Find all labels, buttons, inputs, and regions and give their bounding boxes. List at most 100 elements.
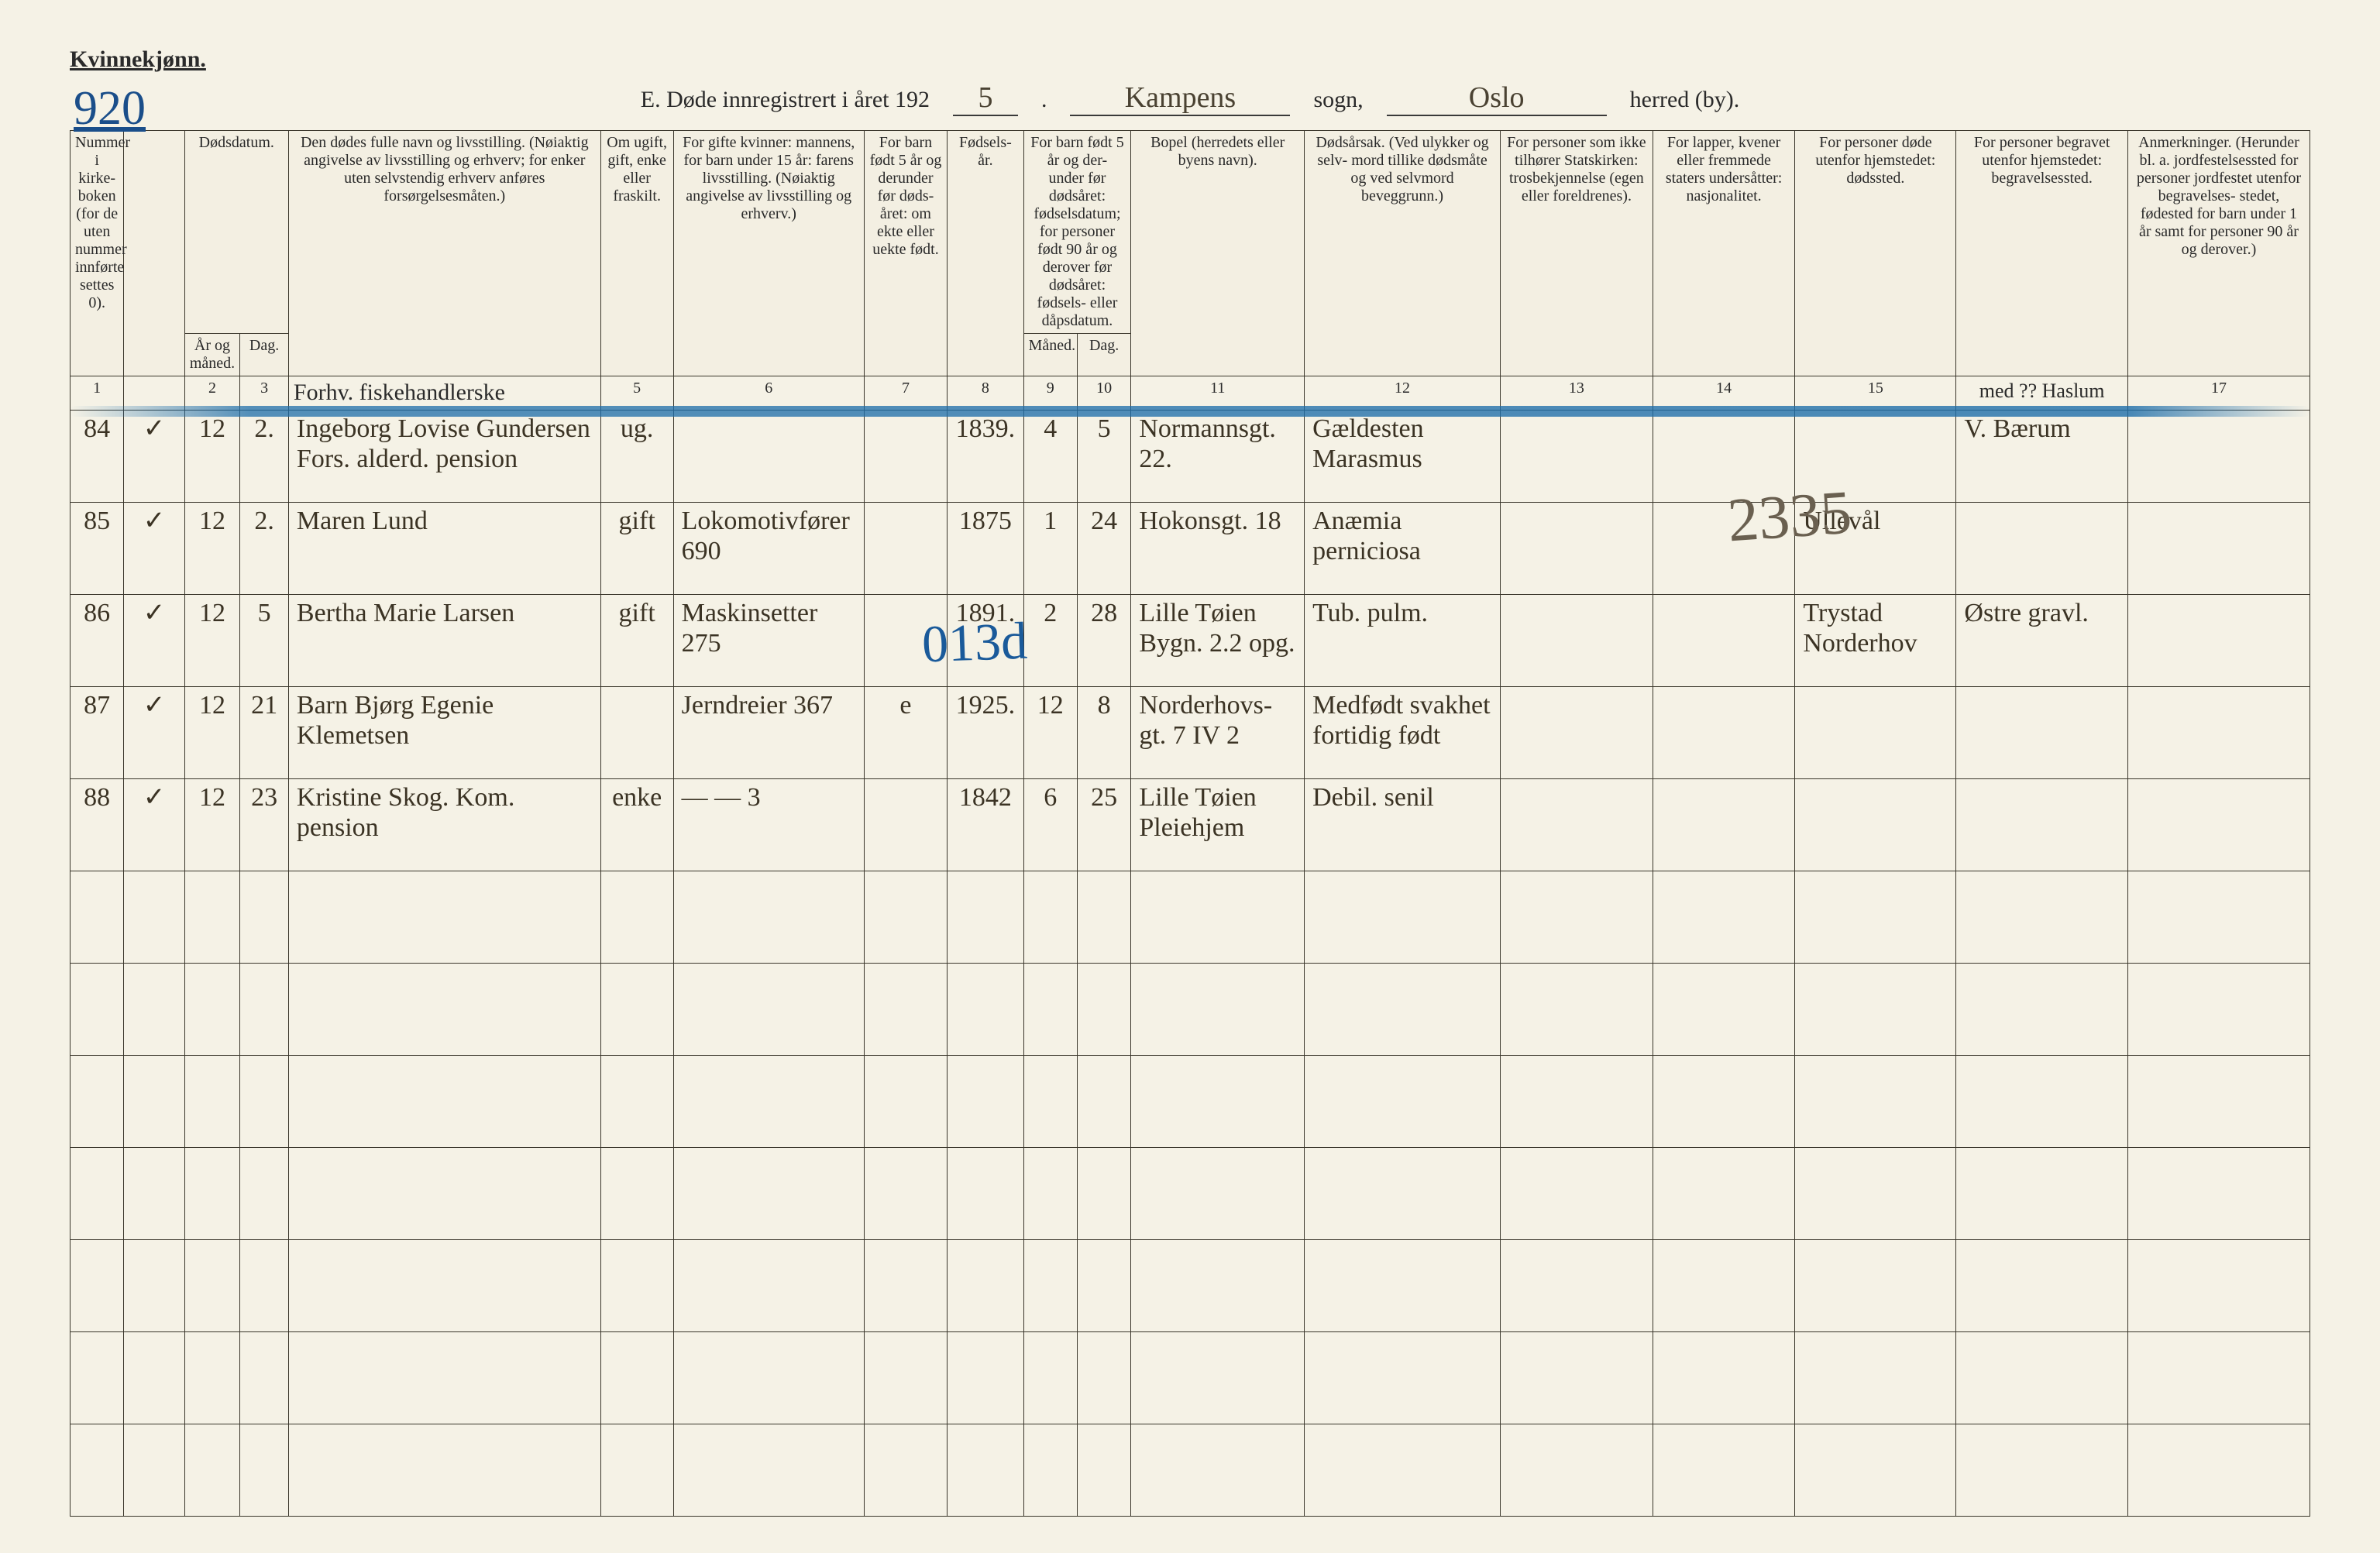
table-row-blank — [71, 963, 2310, 1055]
table-cell-blank — [864, 963, 947, 1055]
table-cell-blank — [673, 871, 864, 963]
table-cell: 23 — [240, 778, 289, 871]
colnum-cell: 9 — [1023, 376, 1077, 411]
title-prefix: E. Døde innregistrert i året 192 — [641, 87, 930, 113]
table-cell-blank — [184, 1331, 240, 1424]
table-cell-blank — [1956, 1055, 2128, 1147]
table-cell — [1795, 410, 1956, 502]
colnum-cell: 10 — [1077, 376, 1130, 411]
colnum-cell: 12 — [1305, 376, 1501, 411]
table-cell: 8 — [1077, 686, 1130, 778]
table-cell-blank — [288, 1331, 600, 1424]
table-row-blank — [71, 1055, 2310, 1147]
table-cell: Bertha Marie Larsen — [288, 594, 600, 686]
col-4-header: Den dødes fulle navn og livsstilling. (N… — [288, 131, 600, 376]
table-cell-blank — [1305, 1424, 1501, 1516]
col-14-header: For lapper, kvener eller fremmede stater… — [1653, 131, 1794, 376]
table-cell: Maskinsetter 275 — [673, 594, 864, 686]
table-cell-blank — [1500, 1331, 1653, 1424]
table-cell-blank — [948, 1055, 1023, 1147]
table-cell: Hokonsgt. 18 — [1131, 502, 1305, 594]
table-cell-blank — [1131, 963, 1305, 1055]
table-cell-blank — [1795, 871, 1956, 963]
table-cell-blank — [1305, 871, 1501, 963]
table-cell: 85 — [71, 502, 124, 594]
table-cell-blank — [1305, 1055, 1501, 1147]
colnum-cell: 15 — [1795, 376, 1956, 411]
table-cell — [1500, 502, 1653, 594]
table-cell — [1500, 410, 1653, 502]
col-12-header: Dødsårsak. (Ved ulykker og selv- mord ti… — [1305, 131, 1501, 376]
table-row-blank — [71, 1239, 2310, 1331]
table-cell-blank — [184, 963, 240, 1055]
table-cell: e — [864, 686, 947, 778]
table-cell-blank — [1077, 1424, 1130, 1516]
table-cell-blank — [864, 871, 947, 963]
table-cell-blank — [1023, 1239, 1077, 1331]
table-cell-blank — [1956, 1424, 2128, 1516]
table-cell-blank — [864, 1147, 947, 1239]
table-cell-blank — [1956, 871, 2128, 963]
table-cell-blank — [948, 1239, 1023, 1331]
table-cell — [2127, 686, 2309, 778]
table-cell-blank — [1956, 1331, 2128, 1424]
table-cell-blank — [948, 871, 1023, 963]
table-cell-blank — [864, 1055, 947, 1147]
table-cell-blank — [1500, 1424, 1653, 1516]
table-cell: Norderhovs- gt. 7 IV 2 — [1131, 686, 1305, 778]
table-cell-blank — [288, 1239, 600, 1331]
table-cell-blank — [1305, 1147, 1501, 1239]
table-cell-blank — [1131, 1239, 1305, 1331]
table-cell-blank — [948, 1147, 1023, 1239]
col-chk-header — [124, 131, 184, 376]
table-cell: 86 — [71, 594, 124, 686]
table-cell-blank — [1653, 871, 1794, 963]
table-row: 84✓122.Ingeborg Lovise Gundersen Fors. a… — [71, 410, 2310, 502]
table-cell-blank — [184, 871, 240, 963]
table-cell-blank — [1795, 1331, 1956, 1424]
col-2a-header: År og måned. — [184, 334, 240, 376]
table-cell-blank — [1023, 1147, 1077, 1239]
table-cell — [1956, 686, 2128, 778]
table-cell-blank — [1795, 1424, 1956, 1516]
table-cell-blank — [1653, 1055, 1794, 1147]
table-cell-blank — [1023, 1055, 1077, 1147]
table-cell — [1653, 778, 1794, 871]
table-cell — [864, 594, 947, 686]
col-11-header: Bopel (herredets eller byens navn). — [1131, 131, 1305, 376]
table-cell: 12 — [184, 686, 240, 778]
table-cell: Jerndreier 367 — [673, 686, 864, 778]
table-cell: 1875 — [948, 502, 1023, 594]
table-cell-blank — [600, 1239, 673, 1331]
table-cell-blank — [1653, 1239, 1794, 1331]
table-cell: 2. — [240, 410, 289, 502]
table-cell-blank — [1795, 1055, 1956, 1147]
table-cell-blank — [600, 1331, 673, 1424]
table-row: 87✓1221Barn Bjørg Egenie KlemetsenJerndr… — [71, 686, 2310, 778]
table-cell-blank — [864, 1331, 947, 1424]
colnum-cell: 8 — [948, 376, 1023, 411]
colnum-cell: 6 — [673, 376, 864, 411]
table-cell: 1925. — [948, 686, 1023, 778]
table-cell — [1956, 778, 2128, 871]
table-cell-blank — [1131, 1424, 1305, 1516]
table-cell-blank — [71, 871, 124, 963]
table-cell-blank — [1131, 1147, 1305, 1239]
table-cell: V. Bærum — [1956, 410, 2128, 502]
table-cell: 12 — [184, 502, 240, 594]
page-number-handwritten: 920 — [74, 81, 146, 136]
table-cell — [2127, 594, 2309, 686]
column-number-row: 123Forhv. fiskehandlerske567891011121314… — [71, 376, 2310, 411]
table-cell — [1795, 686, 1956, 778]
table-cell-blank — [673, 1331, 864, 1424]
table-cell: 6 — [1023, 778, 1077, 871]
colnum-cell: 17 — [2127, 376, 2309, 411]
district-label: herred (by). — [1630, 87, 1740, 113]
table-cell-blank — [1653, 963, 1794, 1055]
table-cell-blank — [240, 1331, 289, 1424]
table-cell: Kristine Skog. Kom. pension — [288, 778, 600, 871]
table-cell: 24 — [1077, 502, 1130, 594]
table-cell-blank — [1305, 1239, 1501, 1331]
table-cell: Normannsgt. 22. — [1131, 410, 1305, 502]
table-cell: 2. — [240, 502, 289, 594]
